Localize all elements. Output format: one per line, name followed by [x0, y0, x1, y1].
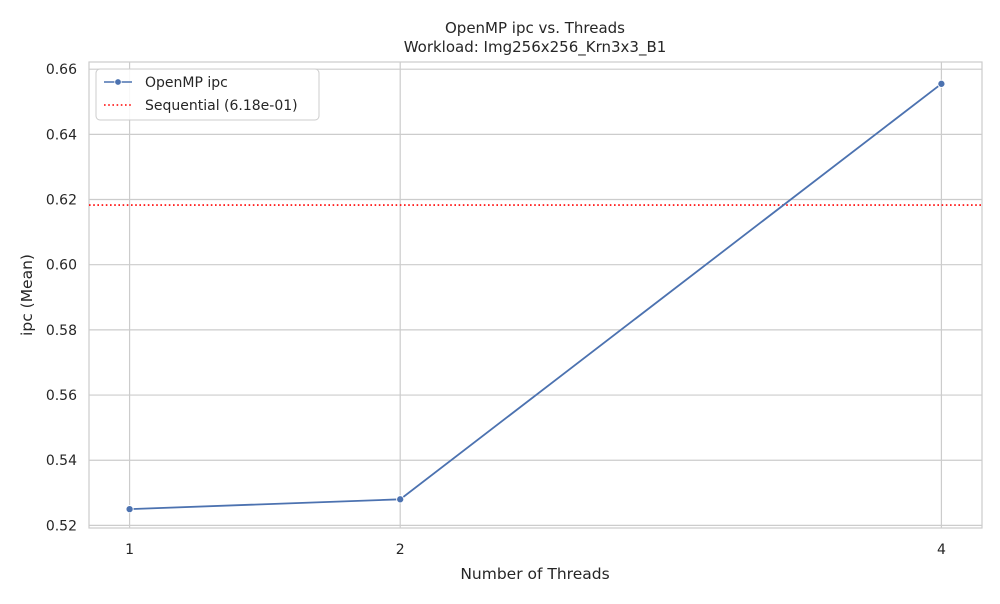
- series-line: [129, 83, 942, 510]
- x-tick-label: 1: [125, 542, 134, 558]
- y-tick-label: 0.56: [46, 388, 77, 404]
- y-tick-label: 0.54: [46, 453, 77, 469]
- chart-title: OpenMP ipc vs. Threads: [445, 19, 625, 37]
- y-tick-label: 0.66: [46, 62, 77, 78]
- legend-series-marker-icon: [114, 78, 122, 86]
- y-tick-label: 0.62: [46, 193, 77, 209]
- x-tick-labels: 1 2 4: [125, 542, 946, 558]
- legend-box: [95, 68, 320, 121]
- grid: [89, 62, 982, 528]
- data-point: [396, 495, 405, 504]
- legend-reference-label: Sequential (6.18e-01): [145, 98, 298, 114]
- series-lines: [125, 79, 946, 514]
- data-point: [125, 505, 134, 514]
- y-tick-label: 0.58: [46, 323, 77, 339]
- chart-subtitle: Workload: Img256x256_Krn3x3_B1: [404, 38, 667, 57]
- x-tick-label: 2: [396, 542, 405, 558]
- y-axis-label: ipc (Mean): [18, 254, 36, 336]
- y-tick-labels: 0.52 0.54 0.56 0.58 0.60 0.62 0.64 0.66: [46, 62, 77, 534]
- plot-frame: [88, 61, 983, 529]
- y-tick-label: 0.52: [46, 518, 77, 534]
- y-tick-label: 0.60: [46, 258, 77, 274]
- x-axis-label: Number of Threads: [460, 565, 609, 583]
- legend: OpenMP ipc Sequential (6.18e-01): [95, 68, 320, 121]
- x-tick-label: 4: [937, 542, 946, 558]
- y-tick-label: 0.64: [46, 127, 77, 143]
- data-point: [937, 79, 946, 88]
- legend-series-label: OpenMP ipc: [145, 75, 228, 91]
